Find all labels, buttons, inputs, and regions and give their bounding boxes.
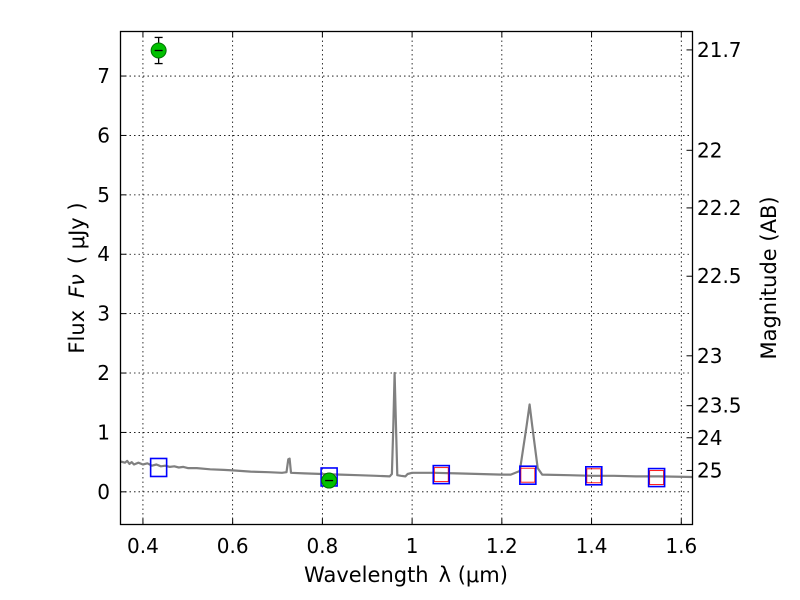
y2-axis-title: Magnitude (AB) [757,196,781,359]
x-axis-label: Wavelength [304,563,429,587]
x-tick-label: 1.6 [665,534,697,558]
spectrum [120,371,693,479]
photometry [149,36,666,489]
x-axis-symbol: λ (μm) [439,563,508,587]
y-axis-unit: ( μJy ) [65,202,89,264]
model-flux-marker [647,467,666,488]
x-tick-label: 1.2 [486,534,518,558]
plot-frame [119,30,694,526]
magnitude-tick-label: 24 [697,426,722,450]
upper-limit-marker [520,467,536,483]
y-axis-symbol: Fν [65,274,89,298]
magnitude-tick-label: 23 [697,344,722,368]
model-flux-marker [519,465,537,486]
upper-limit-marker [433,467,449,483]
y-tick-label: 5 [97,183,110,207]
model-flux-marker [149,457,168,478]
y-tick-label: 2 [97,361,110,385]
magnitude-tick-label: 22 [697,138,722,162]
x-tick-label: 1 [406,534,419,558]
model-flux-marker [585,465,603,486]
spectrum-line [120,371,693,479]
upper-limit-marker [586,468,602,484]
magnitude-tick-label: 22.2 [697,196,742,220]
x-axis-title: Wavelength λ (μm) [304,563,508,587]
y-tick-label: 1 [97,420,110,444]
axis-ticks: 0.4 0.6 0.8 1 1.2 1.4 1.60123456721.72222.222.… [97,31,742,558]
magnitude-tick-label: 21.7 [697,38,742,62]
y-axis-label: Flux [65,310,89,354]
grid [120,31,693,525]
x-tick-label: 0.8 [306,534,338,558]
y-tick-label: 3 [97,302,110,326]
y-tick-label: 6 [97,123,110,147]
x-tick-label: 0.4 [127,534,159,558]
y-tick-label: 7 [97,64,110,88]
x-tick-label: 1.4 [576,534,608,558]
y-tick-label: 4 [97,242,110,266]
magnitude-tick-label: 25 [697,458,722,482]
y-tick-label: 0 [97,480,110,504]
upper-limit-marker [649,470,665,486]
magnitude-tick-label: 22.5 [697,264,742,288]
model-flux-marker [432,464,451,485]
magnitude-tick-label: 23.5 [697,394,742,418]
x-tick-label: 0.6 [217,534,249,558]
y-axis-title: Flux Fν ( μJy ) [65,202,89,353]
